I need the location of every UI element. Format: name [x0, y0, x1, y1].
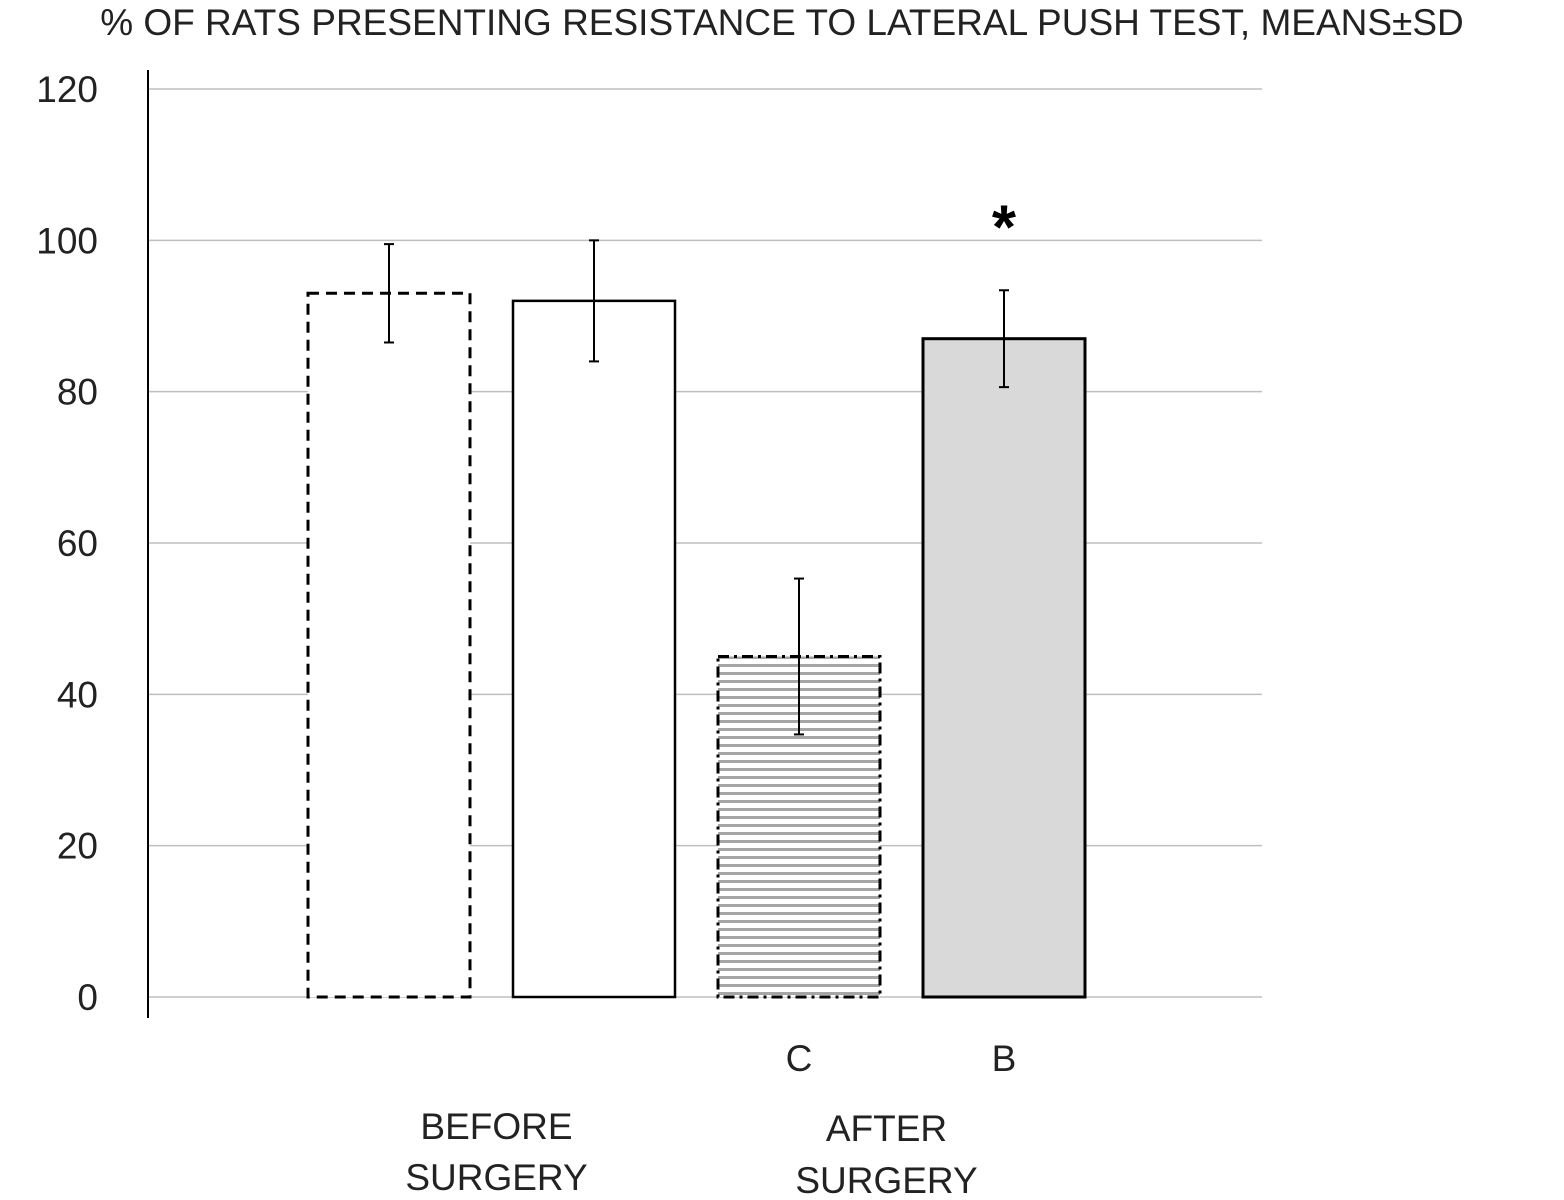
y-tick-label: 20: [57, 826, 98, 867]
y-tick-label: 80: [57, 372, 98, 413]
category-label: B: [992, 1038, 1017, 1079]
significance-marker: *: [992, 193, 1017, 262]
bar: [511, 299, 677, 999]
y-tick-label: 60: [57, 523, 98, 564]
group-label: SURGERY: [795, 1160, 977, 1195]
chart-title: % OF RATS PRESENTING RESISTANCE TO LATER…: [100, 2, 1464, 43]
bar: [921, 337, 1087, 999]
bar: [306, 291, 472, 999]
category-label: C: [786, 1038, 813, 1079]
group-label: BEFORE: [420, 1106, 572, 1147]
y-tick-label: 40: [57, 674, 98, 715]
y-tick-label: 0: [77, 977, 98, 1018]
y-tick-label: 100: [36, 220, 98, 261]
x-labels: C B * BEFORE SURGERY AFTER SURGERY: [405, 193, 1017, 1200]
y-tick-label: 120: [36, 69, 98, 110]
group-label: AFTER: [826, 1108, 947, 1149]
bars: [306, 239, 1087, 999]
group-label: SURGERY: [405, 1157, 587, 1195]
y-axis: 0 20 40 60 80 100 120: [36, 69, 149, 1018]
